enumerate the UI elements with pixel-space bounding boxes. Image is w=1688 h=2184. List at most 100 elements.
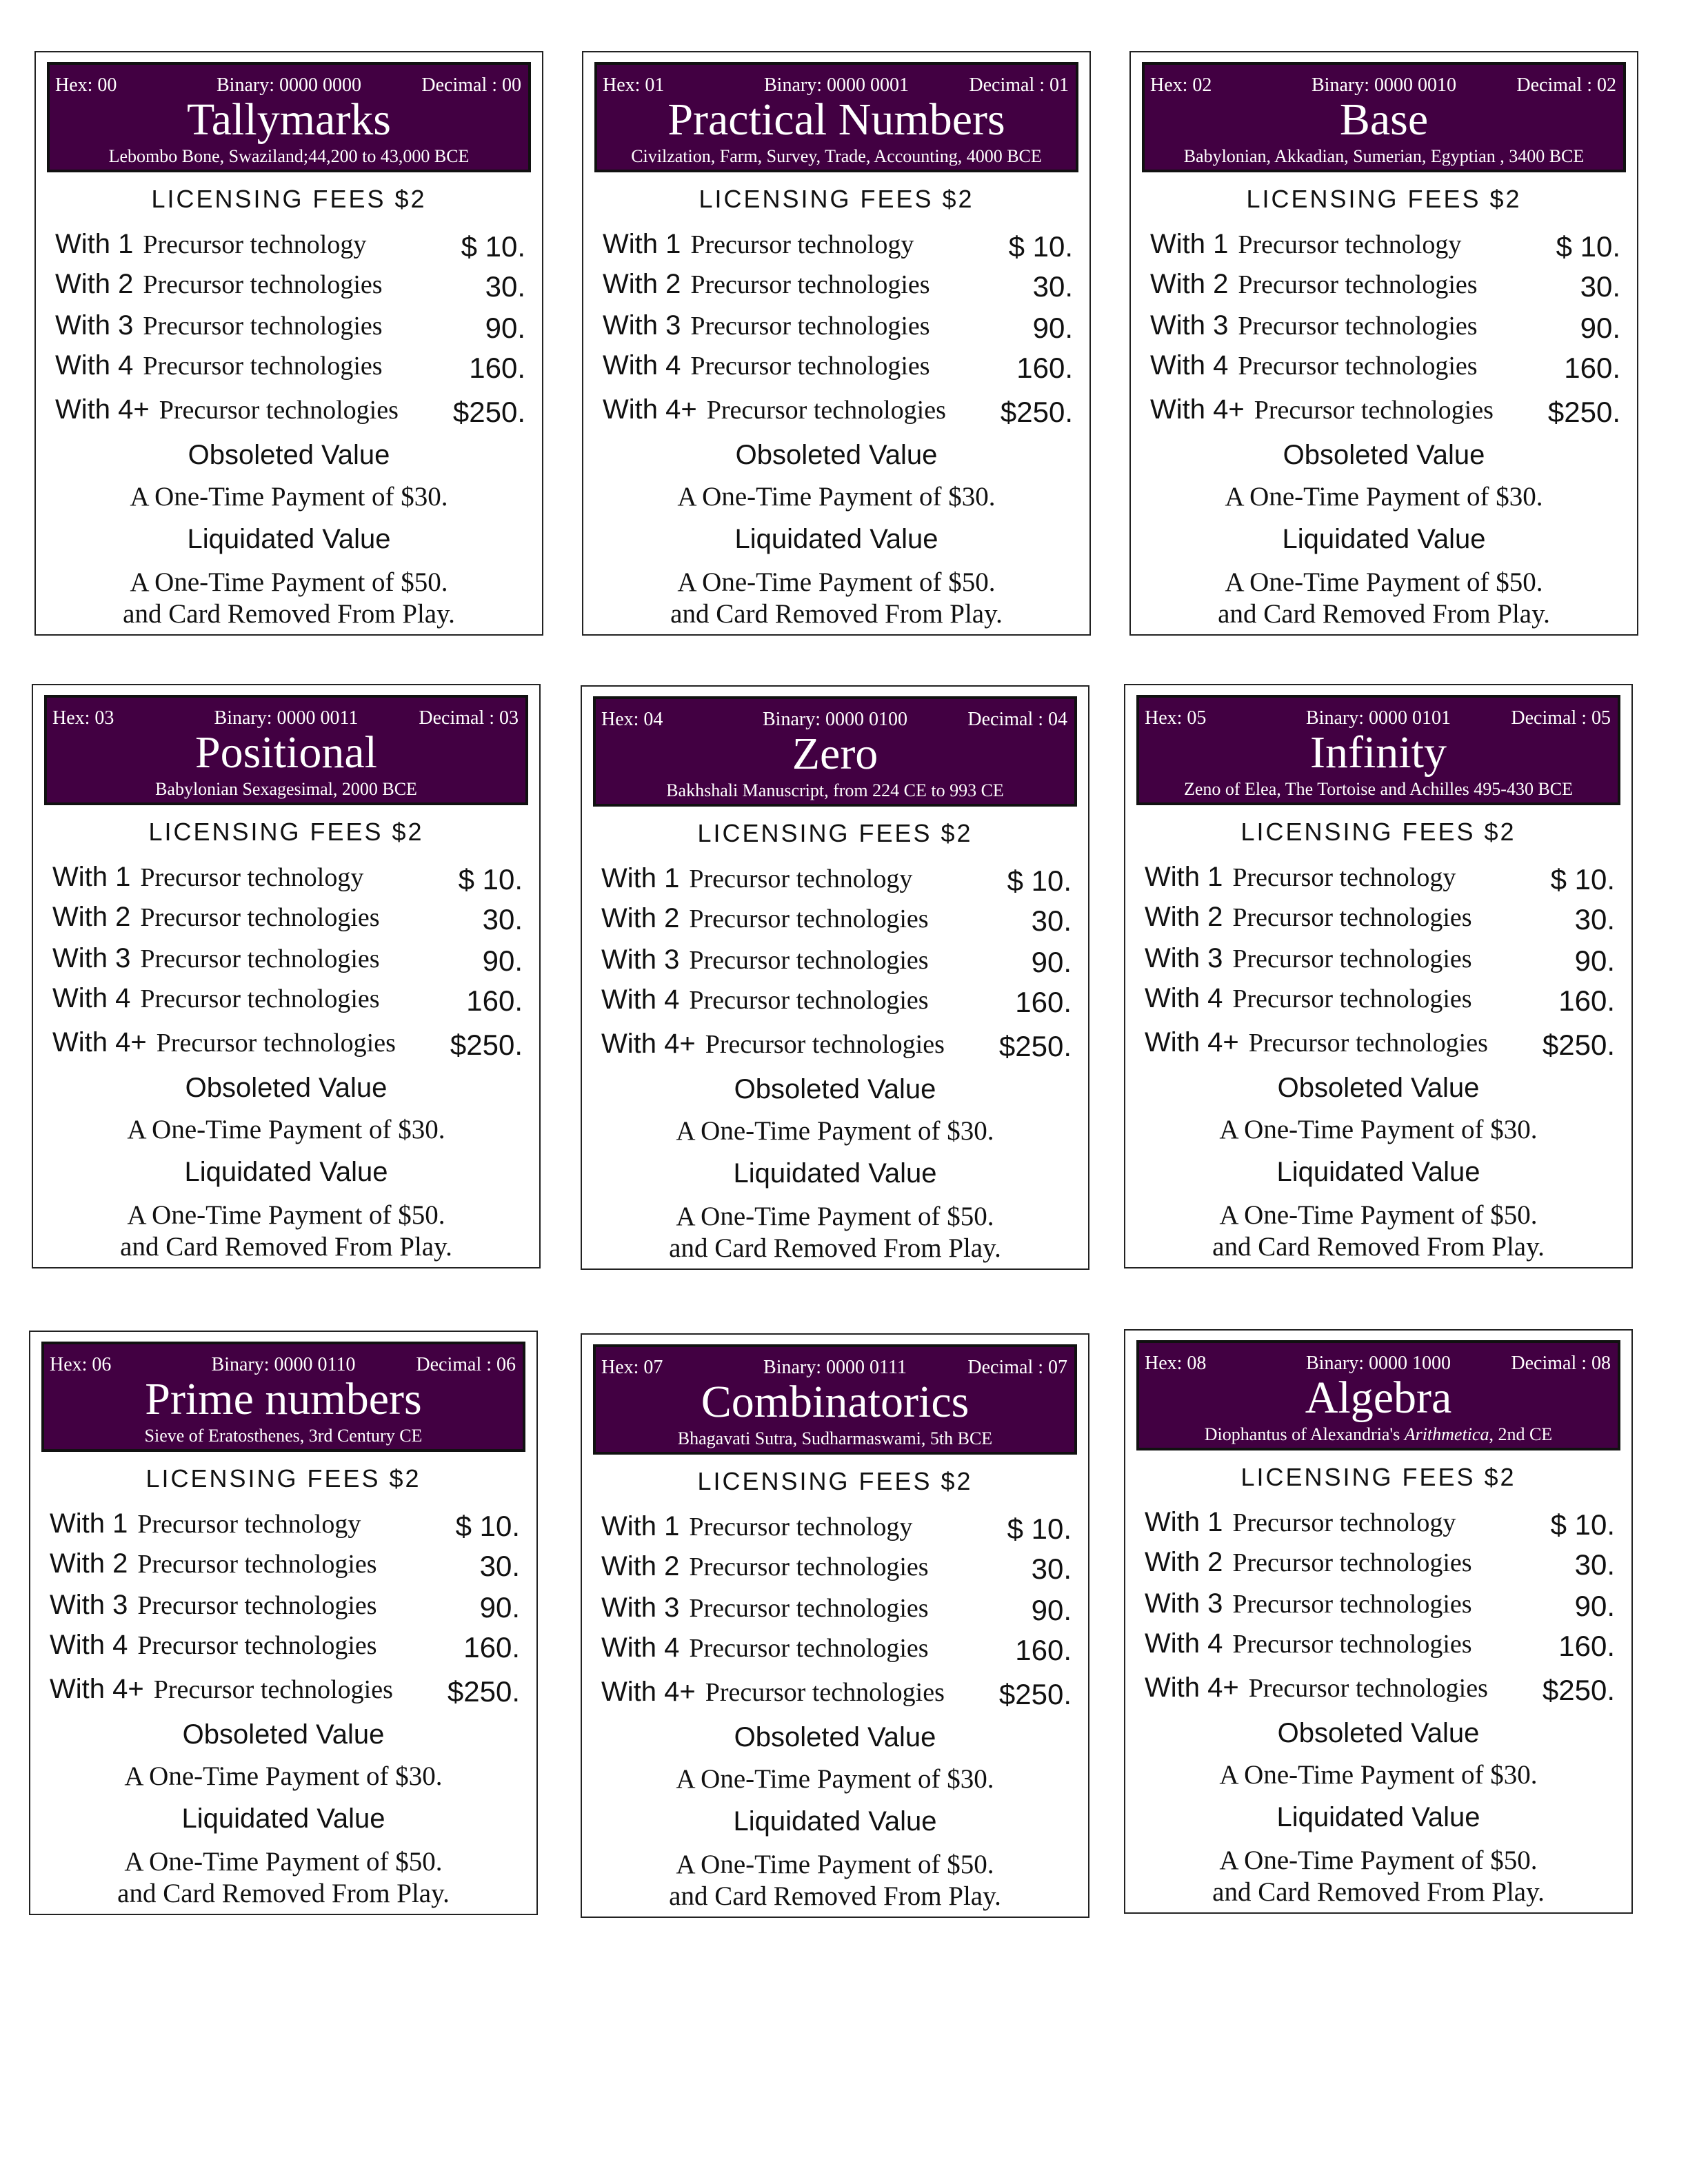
fee-label: Precursor technologies <box>159 396 399 425</box>
card-combinatorics: Hex: 07 Binary: 0000 0111 Decimal : 07 C… <box>581 1333 1089 1918</box>
fee-count: With 4 <box>601 1632 680 1663</box>
fee-value: 30. <box>1031 1553 1072 1585</box>
fee-row: With 3 Precursor technologies 90. <box>1145 1587 1615 1622</box>
fee-label: Precursor technologies <box>690 312 930 341</box>
fee-count: With 2 <box>50 1548 128 1579</box>
fee-value: $ 10. <box>1007 865 1072 897</box>
card-positional: Hex: 03 Binary: 0000 0011 Decimal : 03 P… <box>32 684 541 1268</box>
liquidated-text: A One-Time Payment of $50. <box>676 1850 994 1879</box>
fee-value: 30. <box>1574 903 1615 936</box>
subtitle-text: Bakhshali Manuscript, from 224 CE to 993… <box>666 780 1004 800</box>
card-title: Tallymarks <box>187 94 391 145</box>
card-header: Hex: 08 Binary: 0000 1000 Decimal : 08 A… <box>1136 1340 1620 1450</box>
subtitle-end: , 2nd CE <box>1489 1424 1553 1444</box>
fee-count: With 4 <box>1145 1628 1223 1659</box>
fee-label: Precursor technologies <box>137 1550 377 1579</box>
fee-count: With 4 <box>1150 350 1229 381</box>
fee-count: With 4+ <box>603 394 697 425</box>
fee-value: $ 10. <box>455 1510 520 1542</box>
obsoleted-heading: Obsoleted Value <box>734 1074 936 1104</box>
fee-count: With 2 <box>1145 1547 1223 1577</box>
fee-count: With 1 <box>52 862 131 892</box>
fee-value: 160. <box>1015 986 1072 1018</box>
fee-count: With 4 <box>55 350 134 381</box>
fee-label: Precursor technologies <box>140 903 380 932</box>
fee-label: Precursor technologies <box>143 312 383 341</box>
subtitle-text: Zeno of Elea, The Tortoise and Achilles … <box>1183 779 1574 799</box>
card-subtitle: Babylonian, Akkadian, Sumerian, Egyptian… <box>1145 146 1623 167</box>
fee-count: With 1 <box>1145 862 1223 892</box>
subtitle-text: Lebombo Bone, Swaziland;44,200 to 43,000… <box>108 146 470 166</box>
hex-label: Hex: 00 <box>55 74 117 96</box>
fee-row: With 4 Precursor technologies 160. <box>601 1631 1072 1666</box>
obsoleted-heading: Obsoleted Value <box>1277 1073 1480 1103</box>
fee-count: With 4 <box>603 350 681 381</box>
obsoleted-heading: Obsoleted Value <box>735 440 938 470</box>
decimal-label: Decimal : 01 <box>969 74 1069 96</box>
fee-label: Precursor technologies <box>689 1634 929 1663</box>
fee-value: 90. <box>1032 312 1073 344</box>
binary-label: Binary: 0000 0100 <box>763 709 907 730</box>
fee-row: With 4+ Precursor technologies $250. <box>601 1027 1072 1062</box>
fee-label: Precursor technologies <box>705 1678 945 1707</box>
fee-label: Precursor technologies <box>140 984 380 1013</box>
fee-value: $ 10. <box>1550 1508 1615 1541</box>
obsoleted-text: A One-Time Payment of $30. <box>124 1761 443 1791</box>
fee-label: Precursor technologies <box>1254 396 1494 425</box>
fee-label: Precursor technologies <box>689 946 929 975</box>
fee-value: 30. <box>485 270 525 303</box>
obsoleted-text: A One-Time Payment of $30. <box>677 482 996 512</box>
fee-value: 30. <box>1574 1548 1615 1581</box>
liquidated-text-2: and Card Removed From Play. <box>1212 1232 1545 1262</box>
fee-label: Precursor technologies <box>137 1631 377 1660</box>
subtitle-italic: Arithmetica <box>1404 1424 1489 1444</box>
fee-count: With 3 <box>601 944 680 975</box>
liquidated-heading: Liquidated Value <box>1276 1802 1480 1832</box>
fee-label: Precursor technologies <box>1248 1674 1488 1703</box>
fee-row: With 4+ Precursor technologies $250. <box>55 393 525 428</box>
decimal-label: Decimal : 04 <box>967 709 1067 730</box>
fee-count: With 1 <box>50 1508 128 1539</box>
fee-count: With 4+ <box>52 1027 147 1058</box>
fee-count: With 3 <box>601 1593 680 1623</box>
decimal-label: Decimal : 08 <box>1511 1353 1611 1374</box>
fee-value: 160. <box>466 984 523 1017</box>
fee-row: With 4 Precursor technologies 160. <box>1150 349 1620 384</box>
fee-row: With 1 Precursor technology $ 10. <box>601 862 1072 897</box>
liquidated-text-2: and Card Removed From Play. <box>669 1233 1001 1263</box>
fee-row: With 1 Precursor technology $ 10. <box>603 228 1073 263</box>
card-title: Zero <box>792 729 878 779</box>
fee-row: With 4+ Precursor technologies $250. <box>603 393 1073 428</box>
fee-row: With 1 Precursor technology $ 10. <box>50 1507 520 1542</box>
card-infinity: Hex: 05 Binary: 0000 0101 Decimal : 05 I… <box>1124 684 1633 1268</box>
fee-value: $250. <box>1542 1674 1615 1706</box>
fee-label: Precursor technologies <box>689 1553 929 1581</box>
fee-row: With 2 Precursor technologies 30. <box>52 900 523 936</box>
fee-value: 30. <box>1032 270 1073 303</box>
fee-count: With 2 <box>1150 269 1229 299</box>
fee-count: With 2 <box>601 903 680 933</box>
card-title: Combinatorics <box>701 1377 969 1427</box>
hex-label: Hex: 02 <box>1150 74 1212 96</box>
fee-label: Precursor technologies <box>137 1591 377 1620</box>
card-title: Base <box>1339 94 1429 145</box>
fee-row: With 2 Precursor technologies 30. <box>601 902 1072 937</box>
card-subtitle: Sieve of Eratosthenes, 3rd Century CE <box>44 1426 523 1446</box>
fee-count: With 1 <box>601 1511 680 1541</box>
decimal-label: Decimal : 07 <box>967 1357 1067 1378</box>
fee-value: $ 10. <box>1556 230 1620 263</box>
fee-label: Precursor technology <box>143 230 367 259</box>
card-header: Hex: 04 Binary: 0000 0100 Decimal : 04 Z… <box>593 696 1077 807</box>
licensing-fees-heading: LICENSING FEES $2 <box>151 185 427 213</box>
obsoleted-text: A One-Time Payment of $30. <box>676 1764 994 1794</box>
fee-row: With 4 Precursor technologies 160. <box>1145 1627 1615 1662</box>
fee-row: With 2 Precursor technologies 30. <box>603 267 1073 303</box>
card-title: Prime numbers <box>145 1374 422 1424</box>
obsoleted-text: A One-Time Payment of $30. <box>676 1116 994 1146</box>
fee-row: With 4+ Precursor technologies $250. <box>1145 1026 1615 1061</box>
fee-count: With 2 <box>1145 902 1223 932</box>
fee-label: Precursor technologies <box>706 396 946 425</box>
fee-label: Precursor technologies <box>1232 944 1472 973</box>
fee-label: Precursor technologies <box>1238 352 1478 381</box>
fee-label: Precursor technology <box>689 865 913 893</box>
